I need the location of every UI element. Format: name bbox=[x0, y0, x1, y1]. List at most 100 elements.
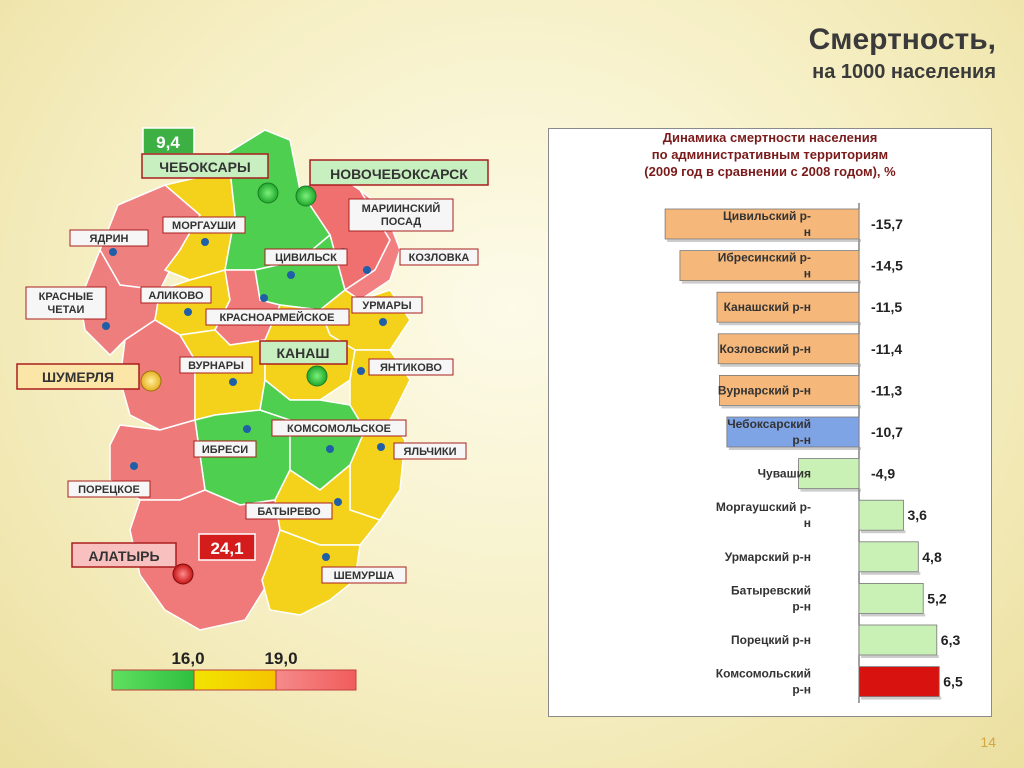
district-dot bbox=[377, 443, 385, 451]
city-label-text: ЧЕБОКСАРЫ bbox=[159, 159, 250, 175]
district-label-vurnary: ВУРНАРЫ bbox=[179, 356, 253, 374]
district-dot bbox=[102, 322, 110, 330]
slide-title-block: Смертность, на 1000 населения bbox=[809, 22, 996, 86]
district-label-text: ШЕМУРША bbox=[334, 570, 395, 582]
bar-shadow bbox=[718, 322, 861, 326]
bar-shadow bbox=[861, 696, 942, 700]
bar-shadow bbox=[861, 571, 921, 575]
bar-shadow bbox=[667, 239, 861, 242]
district-label-text: МОРГАУШИ bbox=[172, 220, 236, 232]
district-label-text: КРАСНЫЕ ЧЕТАИ bbox=[39, 291, 94, 316]
city-label-alatyr: АЛАТЫРЬ bbox=[71, 542, 177, 568]
page-number: 14 bbox=[980, 734, 996, 750]
chart-title-line: (2009 год в сравнении с 2008 годом), % bbox=[644, 164, 896, 179]
district-label-text: ЯНТИКОВО bbox=[380, 362, 442, 374]
district-dot bbox=[260, 294, 268, 302]
district-dot bbox=[109, 248, 117, 256]
bar-shadow bbox=[800, 488, 861, 492]
bar bbox=[726, 416, 860, 448]
district-label-urmary: УРМАРЫ bbox=[351, 296, 423, 314]
city-marker-shumerlya bbox=[140, 370, 162, 392]
city-label-text: ШУМЕРЛЯ bbox=[42, 369, 114, 385]
category-label: Канашский р-н bbox=[724, 300, 811, 314]
map-legend: 16,0 19,0 bbox=[111, 649, 357, 691]
category-label: Чувашия bbox=[758, 467, 811, 481]
district-label-poretskoe: ПОРЕЦКОЕ bbox=[67, 480, 151, 498]
district-label-krasnoarm: КРАСНОАРМЕЙСКОЕ bbox=[205, 308, 350, 326]
category-label: Вурнарский р-н bbox=[718, 383, 811, 397]
value-label: 5,2 bbox=[927, 590, 947, 606]
district-label-batyrevo: БАТЫРЕВО bbox=[245, 502, 333, 520]
district-dot bbox=[201, 238, 209, 246]
district-dot bbox=[363, 266, 371, 274]
district-label-text: МАРИИНСКИЙ ПОСАД bbox=[362, 202, 441, 228]
chart-title-line: Динамика смертности населения bbox=[662, 130, 878, 145]
district-dot bbox=[229, 378, 237, 386]
bar bbox=[664, 208, 860, 240]
district-label-krasnye-chetai: КРАСНЫЕ ЧЕТАИ bbox=[25, 286, 107, 320]
district-label-yadrin: ЯДРИН bbox=[69, 229, 149, 247]
bar-shadow bbox=[861, 613, 926, 617]
bar-chart: Цивильский р-н -15,7 Ибресинский р-н -14,5 К… bbox=[664, 203, 963, 703]
bar-shadow bbox=[720, 363, 861, 367]
value-badge-text: 9,4 bbox=[156, 133, 180, 152]
bar bbox=[858, 624, 938, 656]
district-label-yalchiki: ЯЛЬЧИКИ bbox=[393, 442, 467, 460]
value-label: 6,5 bbox=[943, 674, 963, 690]
district-dot bbox=[130, 462, 138, 470]
city-marker-novocheboksarsk bbox=[295, 185, 317, 207]
legend-threshold-1: 16,0 bbox=[171, 649, 204, 668]
bar-shadow bbox=[861, 530, 906, 534]
district-label-text: КОМСОМОЛЬСКОЕ bbox=[287, 423, 391, 435]
value-label: -4,9 bbox=[871, 466, 895, 482]
district-label-yantikovo: ЯНТИКОВО bbox=[368, 358, 454, 376]
district-dot bbox=[326, 445, 334, 453]
city-label-text: КАНАШ bbox=[277, 345, 330, 361]
city-label-shumerlya: ШУМЕРЛЯ bbox=[16, 363, 140, 390]
district-label-tsivilsk: ЦИВИЛЬСК bbox=[264, 248, 348, 266]
bar-shadow bbox=[721, 405, 861, 409]
value-label: 4,8 bbox=[922, 549, 942, 565]
legend-yellow bbox=[193, 669, 277, 691]
value-label: -11,3 bbox=[871, 382, 902, 398]
category-label: Чебоксарский р-н bbox=[727, 417, 811, 447]
legend-threshold-2: 19,0 bbox=[264, 649, 297, 668]
category-label: Комсомольский р-н bbox=[716, 667, 811, 697]
city-markers bbox=[140, 182, 328, 585]
bar bbox=[716, 291, 860, 323]
value-label: -10,7 bbox=[871, 424, 903, 440]
chart-panel: Динамика смертности населения по админис… bbox=[548, 128, 992, 717]
value-label: -15,7 bbox=[871, 216, 903, 232]
category-label: Козловский р-н bbox=[719, 342, 811, 356]
district-label-ibresi: ИБРЕСИ bbox=[193, 440, 257, 458]
district-dot bbox=[184, 308, 192, 316]
legend-green bbox=[111, 669, 195, 691]
district-label-text: БАТЫРЕВО bbox=[257, 506, 321, 518]
value-label: 6,3 bbox=[941, 632, 961, 648]
district-label-text: ЯДРИН bbox=[90, 233, 129, 245]
city-marker-cheboksary bbox=[257, 182, 279, 204]
district-label-komsomolskoe: КОМСОМОЛЬСКОЕ bbox=[271, 419, 407, 437]
district-label-kozlovka: КОЗЛОВКА bbox=[399, 248, 479, 266]
chuvashia-map: 9,4 24,1 ЧЕБОКСАРЫ НОВОЧЕБОКСАРСК ШУМЕРЛ… bbox=[16, 127, 489, 691]
value-label: -11,4 bbox=[871, 341, 902, 357]
value-label: -14,5 bbox=[871, 258, 903, 274]
city-label-cheboksary: ЧЕБОКСАРЫ bbox=[141, 153, 269, 179]
category-label: Урмарский р-н bbox=[725, 550, 811, 564]
category-label: Моргаушский р-н bbox=[716, 500, 811, 530]
bar bbox=[858, 666, 940, 697]
region-shemursha bbox=[261, 529, 361, 616]
value-label: 3,6 bbox=[907, 507, 927, 523]
bar-shadow bbox=[861, 655, 939, 658]
value-badge-alatyr: 24,1 bbox=[198, 533, 256, 561]
district-label-text: КРАСНОАРМЕЙСКОЕ bbox=[219, 311, 334, 324]
district-dot bbox=[334, 498, 342, 506]
bar bbox=[798, 458, 860, 490]
district-label-text: ПОРЕЦКОЕ bbox=[78, 484, 140, 496]
district-label-text: ИБРЕСИ bbox=[202, 444, 248, 456]
slide-subtitle: на 1000 населения bbox=[812, 61, 996, 83]
bar-shadow bbox=[681, 280, 861, 284]
city-marker-alatyr bbox=[172, 563, 194, 585]
category-label: Цивильский р-н bbox=[723, 209, 811, 239]
district-dot bbox=[287, 271, 295, 279]
